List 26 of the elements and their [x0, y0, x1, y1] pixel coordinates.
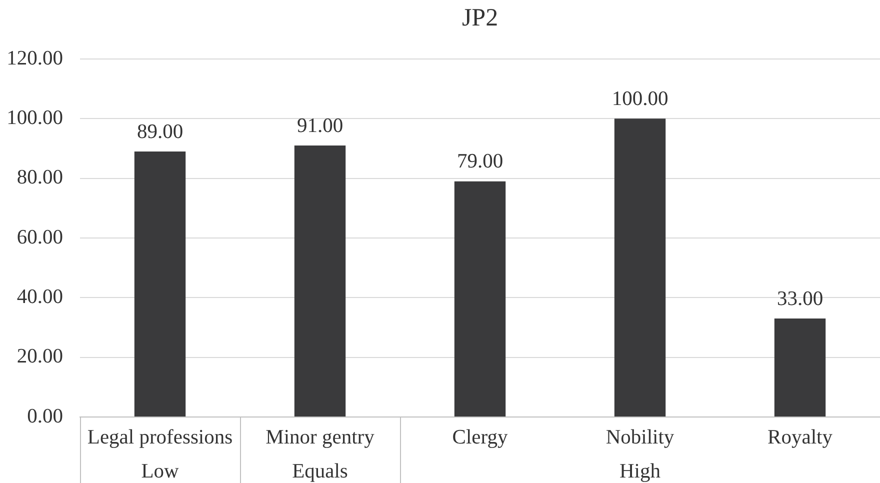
y-tick-label: 0.00	[27, 405, 63, 428]
data-label: 100.00	[612, 88, 668, 110]
text: High	[620, 460, 660, 482]
y-tick-label: 60.00	[16, 226, 63, 248]
y-tick-label: 120.00	[6, 47, 63, 70]
bar	[774, 318, 826, 416]
y-tick-label: 80.00	[16, 166, 63, 189]
x-tick-label: Royalty	[768, 426, 834, 449]
data-label: 89.00	[136, 120, 184, 143]
x-tick-label: Clergy	[452, 426, 508, 449]
x-tick-label: Legal professions	[87, 426, 233, 449]
y-tick-label: 100.00	[6, 107, 63, 130]
bar	[614, 118, 666, 416]
data-label: 91.00	[296, 114, 344, 137]
data-label: 79.00	[456, 150, 504, 173]
bar	[454, 181, 506, 416]
x-tick-label: Minor gentry	[266, 426, 376, 449]
data-label: 33.00	[776, 288, 824, 310]
y-tick-label: 40.00	[16, 286, 63, 308]
chart-title: JP2	[462, 4, 498, 32]
text: Low	[141, 460, 179, 482]
x-tick-label: Nobility	[606, 426, 675, 449]
y-tick-label: 20.00	[16, 346, 63, 368]
text: Equals	[292, 460, 348, 482]
bar	[134, 151, 186, 416]
bar	[294, 146, 346, 416]
